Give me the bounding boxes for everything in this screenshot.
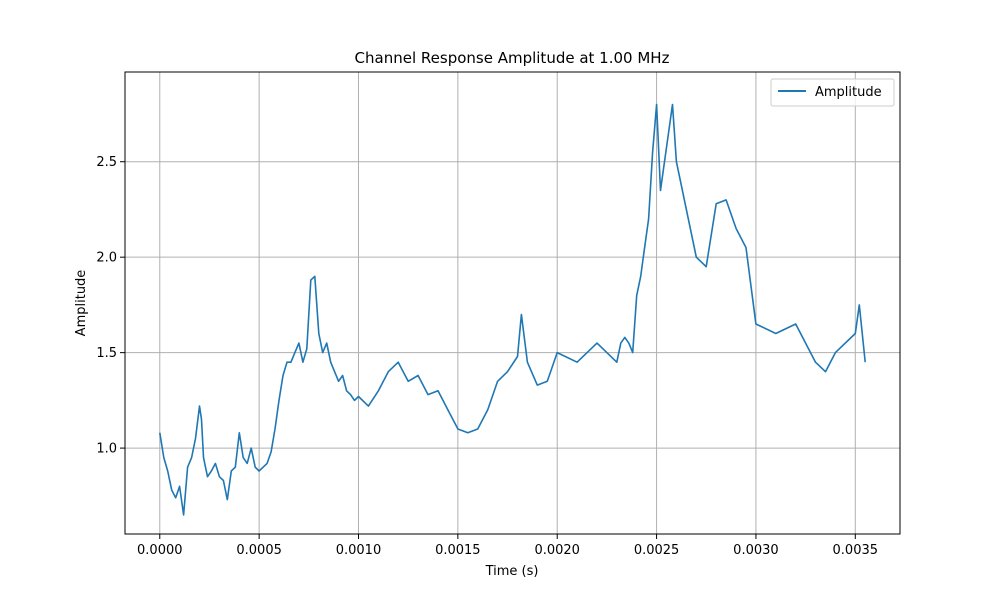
y-tick-label: 2.0 bbox=[96, 251, 117, 266]
x-tick-label: 0.0005 bbox=[236, 543, 282, 558]
legend-box bbox=[770, 78, 895, 107]
y-axis-label: Amplitude bbox=[74, 270, 89, 337]
series-line-amplitude bbox=[159, 103, 866, 516]
y-tick-label: 1.5 bbox=[96, 346, 117, 361]
plot-area bbox=[159, 103, 866, 516]
legend-label: Amplitude bbox=[815, 85, 882, 100]
x-tick-label: 0.0015 bbox=[435, 543, 481, 558]
x-tick-label: 0.0010 bbox=[336, 543, 382, 558]
x-tick-label: 0.0030 bbox=[733, 543, 779, 558]
x-tick-label: 0.0000 bbox=[137, 543, 183, 558]
y-tick-label: 2.5 bbox=[96, 155, 117, 170]
ticks: 0.0000 0.0005 0.0010 0.0015 0.0020 0.0025 0.00… bbox=[96, 155, 878, 558]
x-tick-label: 0.0035 bbox=[833, 543, 879, 558]
x-tick-label: 0.0025 bbox=[634, 543, 680, 558]
chart-title: Channel Response Amplitude at 1.00 MHz bbox=[355, 49, 670, 67]
legend: Amplitude bbox=[770, 78, 895, 107]
y-tick-label: 1.0 bbox=[96, 442, 117, 457]
axes-frame bbox=[124, 71, 901, 535]
x-axis-label: Time (s) bbox=[485, 564, 539, 579]
x-tick-label: 0.0020 bbox=[534, 543, 580, 558]
grid bbox=[125, 72, 900, 534]
